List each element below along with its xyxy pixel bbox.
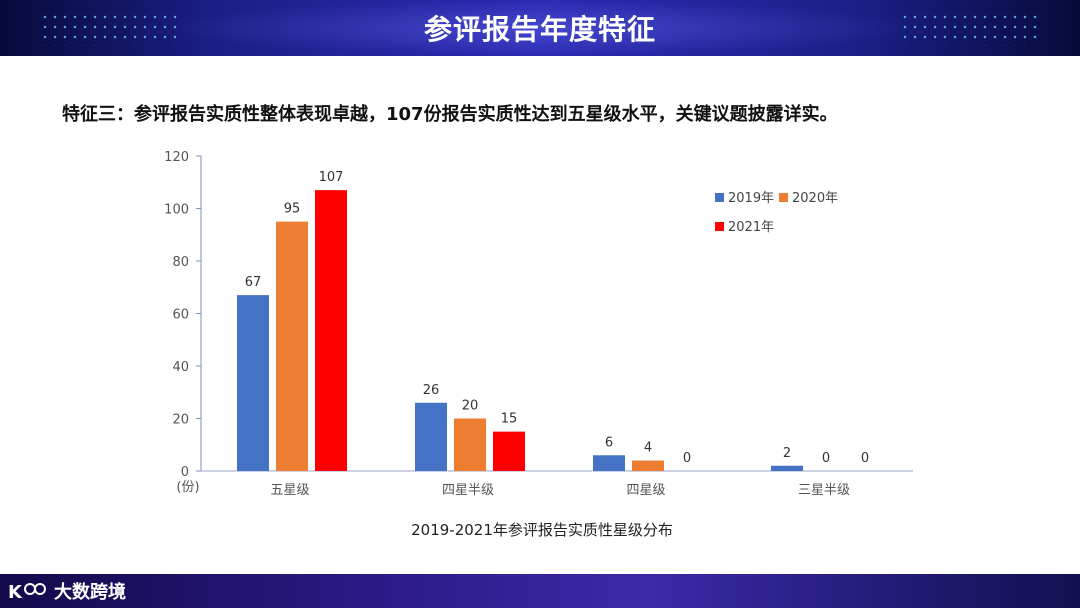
logo-mark-icon: K bbox=[8, 582, 46, 602]
decorative-dots-right bbox=[900, 12, 1040, 46]
data-label: 6 bbox=[605, 435, 613, 450]
bar bbox=[315, 190, 347, 471]
y-tick-label: 40 bbox=[172, 360, 189, 375]
data-label: 0 bbox=[822, 451, 830, 466]
page-title: 参评报告年度特征 bbox=[423, 13, 656, 46]
headline-text: 特征三：参评报告实质性整体表现卓越，107份报告实质性达到五星级水平，关键议题披… bbox=[62, 104, 838, 125]
x-tick-label: 四星级 bbox=[626, 483, 665, 498]
logo-text: 大数跨境 bbox=[54, 582, 126, 603]
y-tick-label: 60 bbox=[172, 308, 189, 323]
bar bbox=[593, 455, 625, 471]
bar bbox=[493, 431, 525, 471]
header-banner: 参评报告年度特征 bbox=[0, 0, 1080, 56]
bar bbox=[237, 295, 269, 471]
bar bbox=[454, 418, 486, 471]
data-label: 2 bbox=[783, 446, 791, 461]
x-tick-label: 五星级 bbox=[270, 483, 309, 498]
data-label: 0 bbox=[683, 451, 691, 466]
data-label: 95 bbox=[284, 202, 301, 217]
chart-title: 2019-2021年参评报告实质性星级分布 bbox=[411, 521, 673, 539]
y-tick-label: 120 bbox=[164, 150, 189, 165]
legend-layer: 2019年 2020年 2021年 bbox=[715, 191, 838, 235]
svg-text:K: K bbox=[8, 582, 23, 602]
footer-bar bbox=[0, 574, 1080, 608]
decorative-dots-left bbox=[40, 12, 180, 46]
y-tick-label: 20 bbox=[172, 413, 189, 428]
x-tick-label: 四星半级 bbox=[442, 483, 494, 498]
data-label: 4 bbox=[644, 441, 652, 456]
legend-swatch bbox=[779, 193, 788, 202]
data-label: 0 bbox=[861, 451, 869, 466]
data-label: 67 bbox=[245, 275, 262, 290]
y-tick-label: 80 bbox=[172, 255, 189, 270]
y-tick-label: 0 bbox=[181, 465, 189, 480]
legend-swatch bbox=[715, 193, 724, 202]
brand-logo: K 大数跨境 bbox=[8, 580, 126, 603]
legend-label: 2021年 bbox=[728, 220, 774, 235]
data-label: 107 bbox=[319, 170, 344, 185]
x-tick-label: 三星半级 bbox=[798, 483, 850, 498]
bars-layer bbox=[237, 190, 803, 471]
y-tick-label: 100 bbox=[164, 203, 189, 218]
data-label: 20 bbox=[462, 399, 479, 414]
legend-label: 2020年 bbox=[792, 191, 838, 206]
legend-swatch bbox=[715, 222, 724, 231]
bar bbox=[276, 221, 308, 471]
header-glow bbox=[160, 0, 920, 56]
content-area: 特征三：参评报告实质性整体表现卓越，107份报告实质性达到五星级水平，关键议题披… bbox=[0, 56, 1080, 574]
legend-label: 2019年 bbox=[728, 191, 774, 206]
bar bbox=[415, 402, 447, 471]
bar bbox=[771, 465, 803, 471]
y-axis-unit-label: (份) bbox=[176, 480, 199, 495]
data-label: 15 bbox=[501, 412, 518, 427]
data-label: 26 bbox=[423, 383, 440, 398]
bar bbox=[632, 460, 664, 471]
